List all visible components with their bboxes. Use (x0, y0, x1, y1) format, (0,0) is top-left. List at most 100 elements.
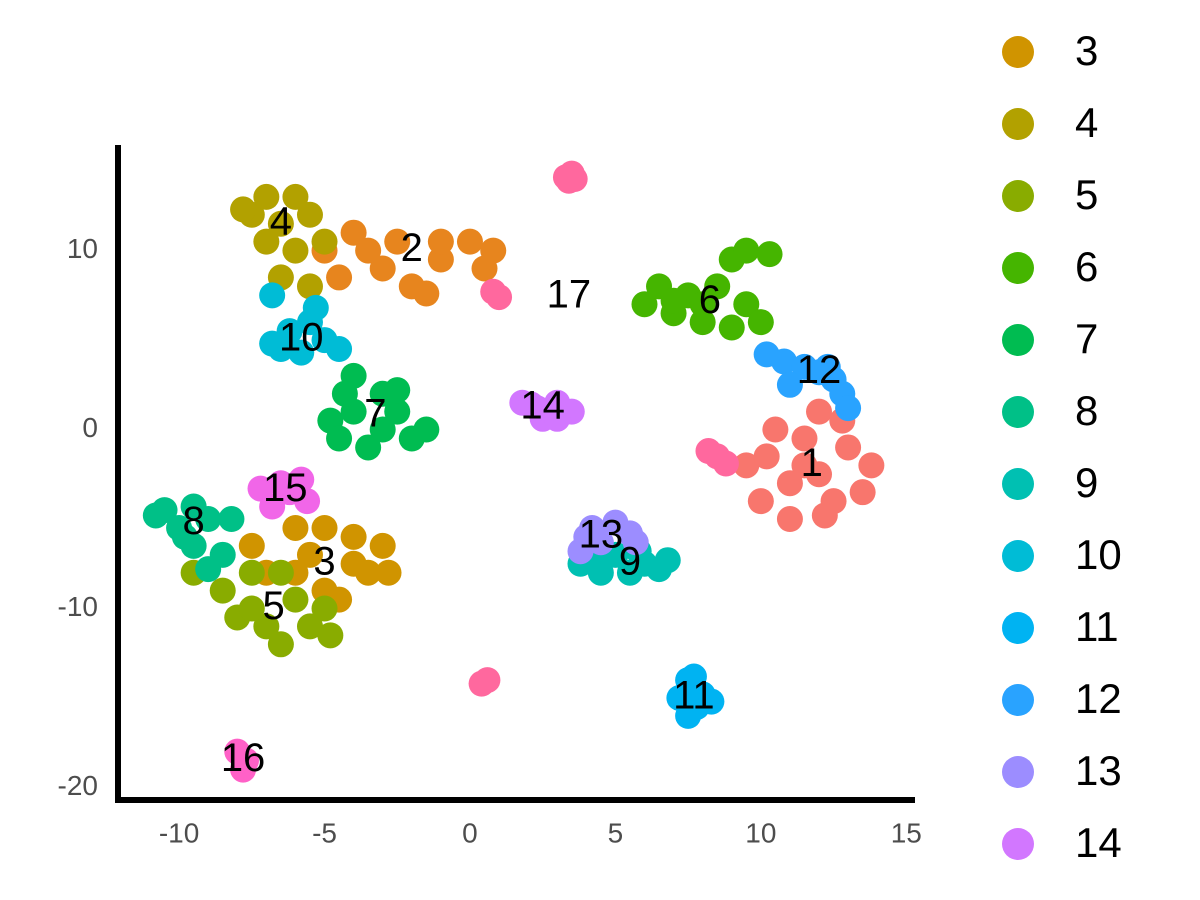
x-tick-label: 5 (608, 817, 624, 848)
point (267, 470, 294, 497)
point (355, 237, 382, 264)
legend-swatch (1002, 180, 1034, 212)
point (253, 228, 280, 255)
cluster-label: 3 (313, 539, 335, 583)
point (296, 273, 323, 300)
y-tick-label: -10 (58, 591, 98, 622)
point (331, 380, 358, 407)
point (375, 559, 402, 586)
point (259, 282, 286, 309)
point (340, 219, 367, 246)
point (771, 348, 798, 375)
points (142, 160, 885, 783)
point (622, 529, 649, 556)
point (776, 371, 803, 398)
point (573, 523, 600, 550)
cluster-label: 6 (699, 278, 721, 322)
cluster-label: 10 (279, 316, 324, 360)
cluster-label: 9 (619, 539, 641, 583)
point (413, 416, 440, 443)
point (171, 523, 198, 550)
point (296, 201, 323, 228)
point (267, 631, 294, 658)
point (238, 595, 265, 622)
point (561, 166, 588, 193)
cluster-label: 16 (221, 736, 266, 780)
point (718, 314, 745, 341)
cluster-label: 11 (673, 674, 715, 718)
cluster-label: 8 (183, 499, 205, 543)
point (238, 532, 265, 559)
point (704, 273, 731, 300)
point (259, 493, 286, 520)
legend-label: 11 (1075, 603, 1119, 650)
point (296, 541, 323, 568)
point (238, 559, 265, 586)
point (806, 461, 833, 488)
point (282, 514, 309, 541)
x-tick-label: 10 (745, 817, 776, 848)
legend-label: 15 (1075, 891, 1122, 900)
cluster-label: 14 (520, 384, 565, 428)
point (288, 339, 315, 366)
x-tick-label: 0 (462, 817, 478, 848)
point (747, 488, 774, 515)
point (209, 577, 236, 604)
point (486, 284, 513, 311)
point (698, 688, 725, 715)
point (311, 595, 338, 622)
point (253, 183, 280, 210)
point (776, 470, 803, 497)
legend-label: 2 (1075, 0, 1098, 2)
legend-label: 10 (1075, 531, 1122, 578)
cluster-label: 7 (364, 392, 386, 436)
legend-swatch (1002, 540, 1034, 572)
point (282, 183, 309, 210)
point (267, 336, 294, 363)
point (384, 228, 411, 255)
x-tick-label: -10 (159, 817, 199, 848)
point (675, 702, 702, 729)
point (317, 622, 344, 649)
legend-label: 12 (1075, 675, 1122, 722)
y-tick-label: 0 (82, 412, 98, 443)
point (288, 466, 315, 493)
point (282, 586, 309, 613)
point (369, 255, 396, 282)
legend-swatch (1002, 252, 1034, 284)
point (849, 479, 876, 506)
point (806, 398, 833, 425)
legend-label: 8 (1075, 387, 1098, 434)
point (835, 395, 862, 422)
legend-label: 4 (1075, 99, 1098, 146)
point (712, 450, 739, 477)
point (480, 237, 507, 264)
legend-label: 5 (1075, 171, 1098, 218)
point (680, 663, 707, 690)
point (858, 452, 885, 479)
point (296, 613, 323, 640)
point (232, 747, 259, 774)
point (267, 559, 294, 586)
cluster-label: 17 (547, 273, 592, 317)
legend-swatch (1002, 828, 1034, 860)
point (518, 391, 545, 418)
point (733, 291, 760, 318)
point (369, 416, 396, 443)
point (654, 547, 681, 574)
point (195, 556, 222, 583)
cluster-label: 1 (801, 441, 823, 485)
point (384, 377, 411, 404)
point (544, 405, 571, 432)
point (689, 309, 716, 336)
point (340, 523, 367, 550)
point (302, 294, 329, 321)
cluster-label: 2 (401, 226, 423, 270)
point (282, 237, 309, 264)
point (811, 502, 838, 529)
legend-swatch (1002, 108, 1034, 140)
point (814, 353, 841, 380)
x-tick-label: 15 (891, 817, 922, 848)
point (355, 434, 382, 461)
